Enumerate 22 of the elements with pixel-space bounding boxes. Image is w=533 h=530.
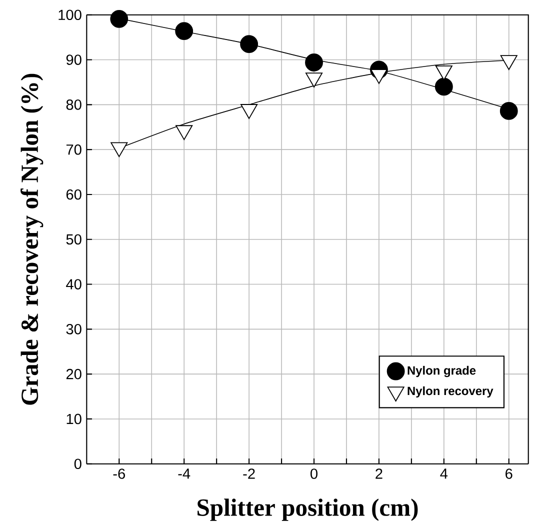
x-tick-label: -2 bbox=[243, 468, 255, 479]
y-tick-label: 90 bbox=[66, 54, 82, 65]
legend-label: Nylon recovery bbox=[408, 386, 494, 398]
y-tick-label: 40 bbox=[66, 279, 82, 290]
y-tick-label: 80 bbox=[66, 100, 82, 110]
legend-label: Nylon grade bbox=[408, 366, 476, 378]
y-tick-label: 10 bbox=[66, 414, 82, 424]
y-tick-label: 70 bbox=[66, 144, 82, 155]
x-tick-label: -6 bbox=[113, 468, 125, 479]
x-tick-label: -4 bbox=[178, 468, 190, 479]
x-tick-label: 2 bbox=[376, 468, 382, 479]
y-tick-label: 100 bbox=[58, 10, 82, 20]
y-tick-label: 30 bbox=[66, 324, 82, 334]
x-axis-title: Splitter position (cm) bbox=[198, 498, 418, 521]
y-tick-label: 60 bbox=[66, 189, 82, 200]
x-tick-label: 0 bbox=[310, 468, 318, 479]
y-tick-label: 50 bbox=[66, 234, 82, 245]
y-tick-label: 20 bbox=[66, 368, 82, 380]
y-tick-label: 0 bbox=[74, 458, 82, 470]
x-tick-label: 6 bbox=[506, 468, 512, 479]
y-axis-title: Grade & recovery of Nylon (%) bbox=[20, 74, 44, 405]
x-tick-label: 4 bbox=[440, 468, 448, 479]
